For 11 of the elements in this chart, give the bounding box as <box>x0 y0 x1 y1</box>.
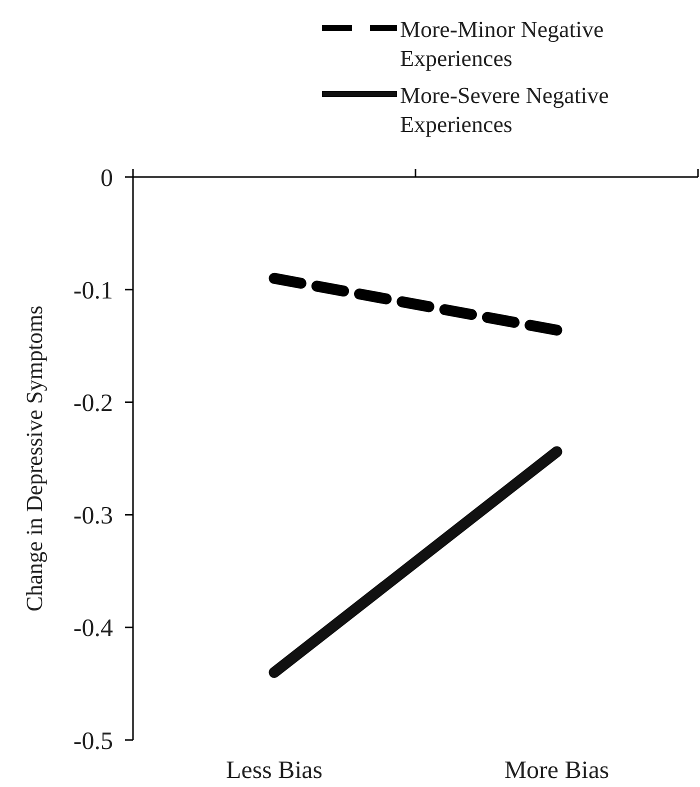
legend-label: More-Minor Negative Experiences <box>400 17 604 71</box>
x-tick-label: More Bias <box>504 757 610 784</box>
x-tick-label: Less Bias <box>226 757 323 784</box>
y-tick-label: -0.3 <box>73 502 113 530</box>
y-tick-label: 0 <box>100 164 113 192</box>
y-tick-label: -0.4 <box>73 615 114 642</box>
y-tick-label: -0.1 <box>73 277 113 304</box>
y-axis-title: Change in Depressive Symptoms <box>22 305 47 612</box>
y-tick-label: -0.2 <box>73 390 113 417</box>
legend-label: More-Severe Negative Experiences <box>400 83 609 137</box>
y-tick-label: -0.5 <box>73 728 113 755</box>
